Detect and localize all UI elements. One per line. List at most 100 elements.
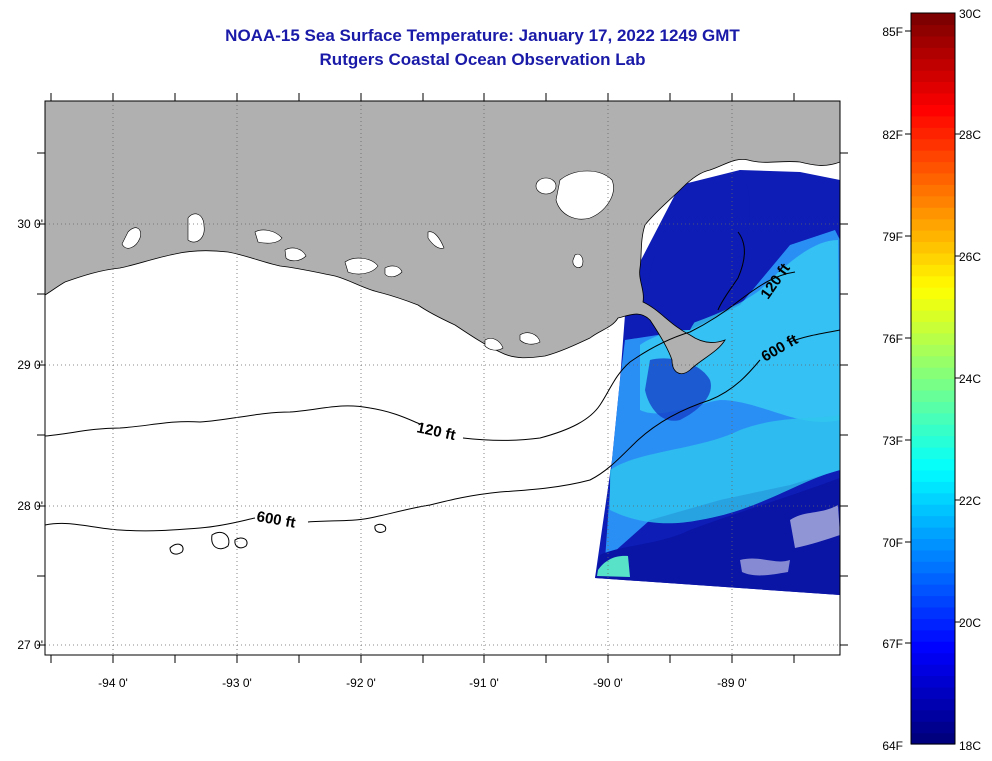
fahrenheit-label: 76F bbox=[882, 332, 903, 346]
color-bar-band bbox=[911, 652, 955, 665]
color-bar-band bbox=[911, 424, 955, 437]
color-bar-band bbox=[911, 641, 955, 654]
color-bar-band bbox=[911, 127, 955, 140]
color-bar-band bbox=[911, 721, 955, 734]
color-bar-band bbox=[911, 184, 955, 197]
color-bar-band bbox=[911, 698, 955, 711]
lon-label: -93 0' bbox=[222, 676, 252, 690]
depth-contours bbox=[45, 231, 840, 555]
color-bar-band bbox=[911, 344, 955, 357]
celsius-label: 22C bbox=[959, 494, 981, 508]
lat-label: 28 0' bbox=[17, 499, 43, 513]
color-bar-band bbox=[911, 172, 955, 185]
lon-labels: -94 0' -93 0' -92 0' -91 0' -90 0' -89 0… bbox=[98, 676, 747, 690]
color-bar-band bbox=[911, 515, 955, 528]
celsius-labels: 30C 28C 26C 24C 22C 20C 18C bbox=[959, 7, 981, 753]
map-graticule bbox=[45, 101, 840, 655]
lat-label: 30 0' bbox=[17, 217, 43, 231]
color-bar-band bbox=[911, 252, 955, 265]
color-bar-band bbox=[911, 230, 955, 243]
lon-label: -89 0' bbox=[717, 676, 747, 690]
color-bar-band bbox=[911, 150, 955, 163]
lon-label: -90 0' bbox=[593, 676, 623, 690]
lon-label: -92 0' bbox=[346, 676, 376, 690]
color-bar-band bbox=[911, 58, 955, 71]
color-bar-band bbox=[911, 561, 955, 574]
color-bar-band bbox=[911, 24, 955, 37]
contour-600ft-west bbox=[45, 329, 840, 532]
map-title: NOAA-15 Sea Surface Temperature: January… bbox=[225, 26, 740, 45]
color-bar-band bbox=[911, 218, 955, 231]
color-bar-band bbox=[911, 35, 955, 48]
color-bar-band bbox=[911, 355, 955, 368]
color-bar-band bbox=[911, 367, 955, 380]
color-bar-band bbox=[911, 378, 955, 391]
celsius-label: 28C bbox=[959, 128, 981, 142]
color-bar-band bbox=[911, 92, 955, 105]
map-frame bbox=[44, 100, 841, 656]
fahrenheit-label: 82F bbox=[882, 128, 903, 142]
lat-labels: 30 0' 29 0' 28 0' 27 0' bbox=[17, 217, 43, 652]
fahrenheit-label: 85F bbox=[882, 25, 903, 39]
color-bar-band bbox=[911, 389, 955, 402]
color-bar-band bbox=[911, 481, 955, 494]
color-bar-band bbox=[911, 458, 955, 471]
inland-lakes bbox=[121, 170, 614, 351]
color-bar-band bbox=[911, 115, 955, 128]
land-mass bbox=[45, 101, 840, 374]
color-bar-bands bbox=[911, 13, 955, 745]
lon-label: -94 0' bbox=[98, 676, 128, 690]
fahrenheit-label: 70F bbox=[882, 536, 903, 550]
color-bar-band bbox=[911, 207, 955, 220]
contour-120ft-west bbox=[45, 271, 796, 441]
color-bar-band bbox=[911, 572, 955, 585]
contour-label: 600 ft bbox=[255, 508, 297, 532]
color-bar-band bbox=[911, 686, 955, 699]
fahrenheit-label: 79F bbox=[882, 230, 903, 244]
map-ticks bbox=[37, 93, 848, 663]
color-bar-ticks bbox=[905, 30, 961, 644]
celsius-label: 26C bbox=[959, 250, 981, 264]
sst-swath bbox=[595, 170, 840, 595]
color-bar-band bbox=[911, 584, 955, 597]
color-bar-band bbox=[911, 606, 955, 619]
color-bar-band bbox=[911, 435, 955, 448]
fahrenheit-labels: 85F 82F 79F 76F 73F 70F 67F 64F bbox=[882, 25, 903, 753]
celsius-label: 30C bbox=[959, 7, 981, 21]
color-bar-band bbox=[911, 241, 955, 254]
color-bar-band bbox=[911, 492, 955, 505]
color-bar-band bbox=[911, 332, 955, 345]
color-bar-band bbox=[911, 447, 955, 460]
color-bar-band bbox=[911, 664, 955, 677]
color-bar-band bbox=[911, 504, 955, 517]
color-bar-band bbox=[911, 709, 955, 722]
color-bar-band bbox=[911, 298, 955, 311]
color-bar-band bbox=[911, 401, 955, 414]
fahrenheit-label: 73F bbox=[882, 434, 903, 448]
color-bar-band bbox=[911, 275, 955, 288]
fahrenheit-label: 64F bbox=[882, 739, 903, 753]
color-bar-band bbox=[911, 549, 955, 562]
color-bar-band bbox=[911, 469, 955, 482]
map-subtitle: Rutgers Coastal Ocean Observation Lab bbox=[319, 50, 646, 69]
color-bar-band bbox=[911, 675, 955, 688]
color-bar: 85F 82F 79F 76F 73F 70F 67F 64F 30C 28C … bbox=[882, 7, 981, 753]
color-bar-band bbox=[911, 13, 955, 26]
color-bar-band bbox=[911, 47, 955, 60]
color-bar-band bbox=[911, 618, 955, 631]
color-bar-band bbox=[911, 104, 955, 117]
color-bar-band bbox=[911, 264, 955, 277]
color-bar-band bbox=[911, 412, 955, 425]
color-bar-band bbox=[911, 161, 955, 174]
color-bar-band bbox=[911, 138, 955, 151]
color-bar-band bbox=[911, 70, 955, 83]
color-bar-band bbox=[911, 195, 955, 208]
lat-label: 29 0' bbox=[17, 358, 43, 372]
color-bar-band bbox=[911, 287, 955, 300]
color-bar-band bbox=[911, 595, 955, 608]
lat-label: 27 0' bbox=[17, 638, 43, 652]
color-bar-band bbox=[911, 629, 955, 642]
fahrenheit-label: 67F bbox=[882, 637, 903, 651]
lon-label: -91 0' bbox=[469, 676, 499, 690]
